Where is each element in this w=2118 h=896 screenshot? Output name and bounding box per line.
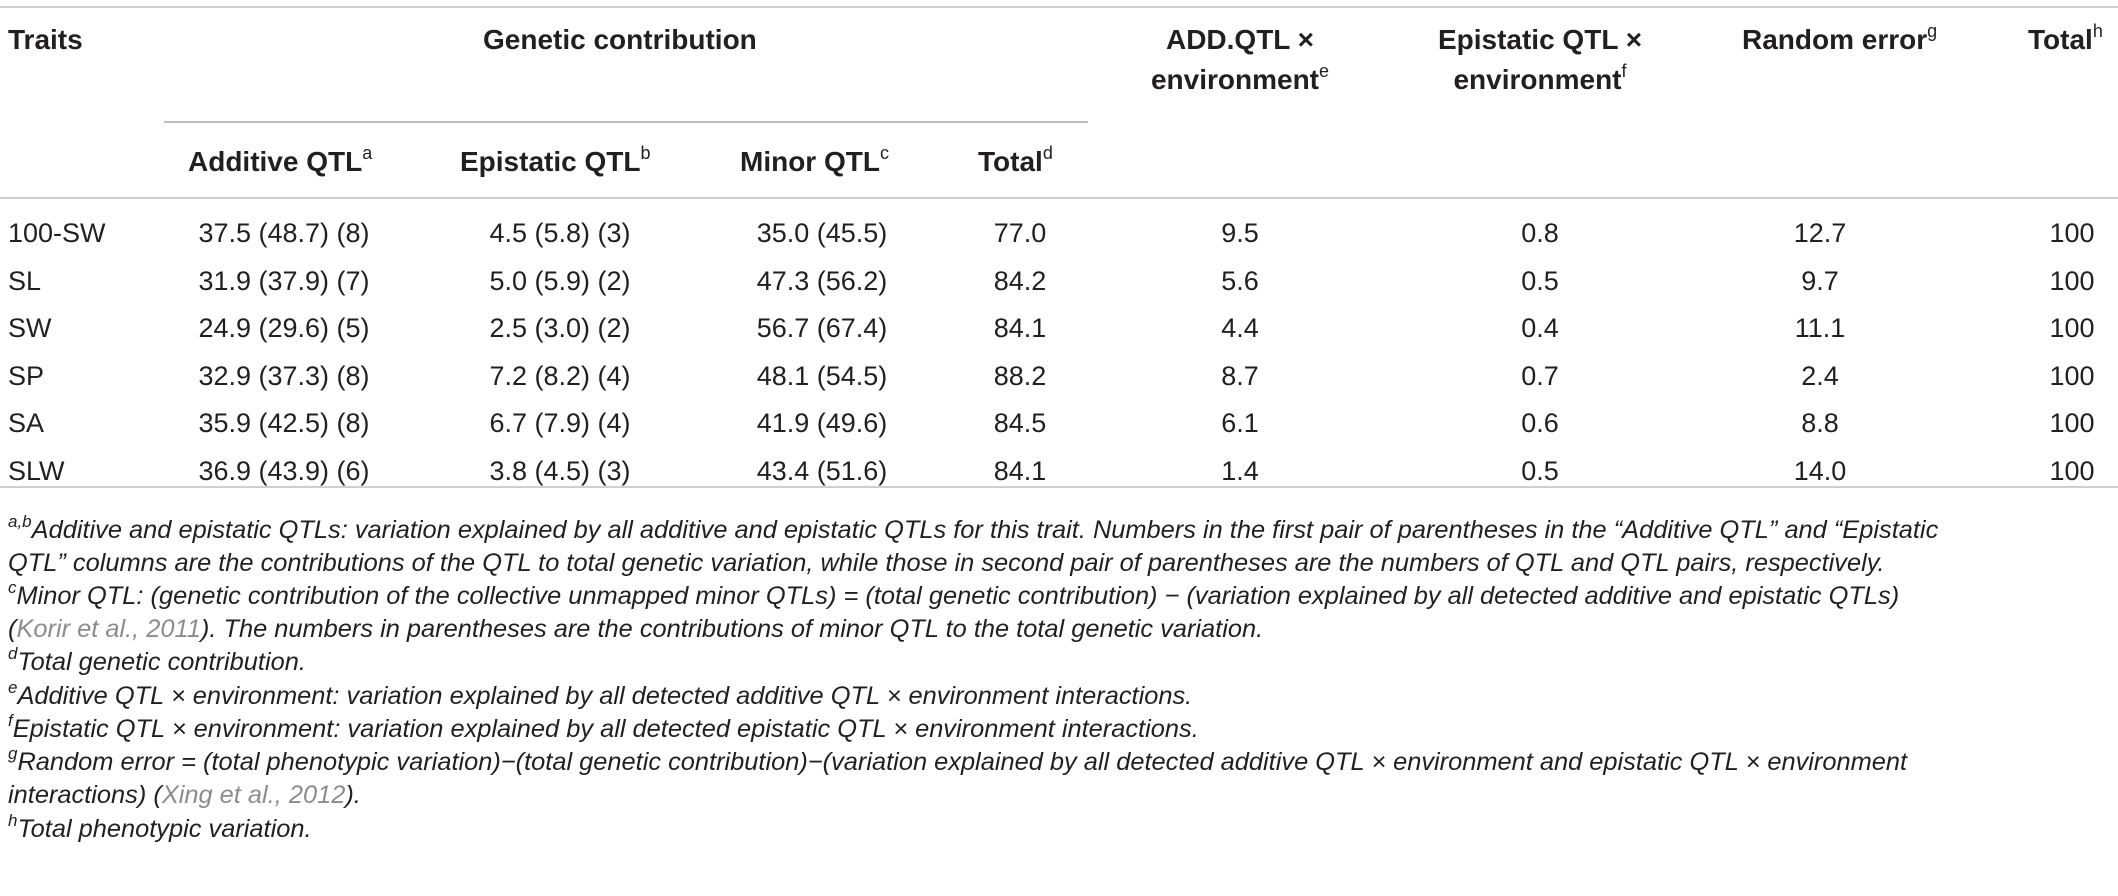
header-total: Totalh xyxy=(2028,20,2103,55)
header-traits: Traits xyxy=(8,24,83,55)
cell-additive: 35.9 (42.5) (8) xyxy=(198,408,370,438)
cell-minor: 41.9 (49.6) xyxy=(756,408,888,438)
cell-trait: 100-SW xyxy=(8,218,106,248)
cell-random-error: 14.0 xyxy=(1793,455,1847,486)
cell-total-gc: 84.1 xyxy=(993,455,1047,486)
cell-total: 100 xyxy=(2049,313,2095,343)
cell-epistatic: 6.7 (7.9) (4) xyxy=(489,408,631,438)
cell-total: 100 xyxy=(2049,218,2095,248)
footnote-h: hTotal phenotypic variation. xyxy=(8,810,312,843)
cell-total-gc: 84.5 xyxy=(993,408,1047,438)
header-epistatic-qtl: Epistatic QTLb xyxy=(460,142,651,177)
cell-epistatic: 2.5 (3.0) (2) xyxy=(489,313,631,343)
header-total-genetic: Totald xyxy=(978,142,1053,177)
cell-trait: SW xyxy=(8,313,52,343)
footnote-c-cont: (Korir et al., 2011). The numbers in par… xyxy=(8,615,1264,643)
footnote-f: fEpistatic QTL × environment: variation … xyxy=(8,710,1199,743)
cell-trait: SL xyxy=(8,265,42,296)
cell-total-gc: 84.1 xyxy=(993,313,1047,343)
cell-minor: 35.0 (45.5) xyxy=(756,218,888,248)
cell-additive: 31.9 (37.9) (7) xyxy=(198,265,370,296)
cell-epi-env: 0.5 xyxy=(1521,265,1559,296)
header-random-error: Random errorg xyxy=(1742,20,1938,55)
cell-minor: 56.7 (67.4) xyxy=(756,313,888,343)
cell-random-error: 8.8 xyxy=(1801,408,1839,438)
footnote-ab: a,bAdditive and epistatic QTLs: variatio… xyxy=(8,511,1939,544)
header-genetic-contribution: Genetic contribution xyxy=(483,24,757,55)
cell-epistatic: 7.2 (8.2) (4) xyxy=(489,360,631,391)
table-header-rule xyxy=(0,197,2118,199)
cell-add-env: 8.7 xyxy=(1221,360,1259,391)
cell-epi-env: 0.4 xyxy=(1521,313,1559,343)
cell-additive: 32.9 (37.3) (8) xyxy=(198,360,370,391)
citation-xing-link[interactable]: Xing et al., 2012 xyxy=(161,781,346,809)
cell-total-gc: 77.0 xyxy=(993,218,1047,248)
cell-epi-env: 0.5 xyxy=(1521,455,1559,486)
cell-minor: 43.4 (51.6) xyxy=(756,455,888,486)
cell-minor: 47.3 (56.2) xyxy=(756,265,888,296)
cell-total: 100 xyxy=(2049,360,2095,391)
cell-epi-env: 0.8 xyxy=(1521,218,1559,248)
cell-total-gc: 84.2 xyxy=(993,265,1047,296)
header-epistatic-qtl-environment: Epistatic QTL × environmentf xyxy=(1437,24,1643,95)
footnote-g: gRandom error = (total phenotypic variat… xyxy=(8,743,1908,776)
table-top-rule xyxy=(0,6,2118,8)
footnote-e: eAdditive QTL × environment: variation e… xyxy=(8,677,1193,710)
cell-add-env: 1.4 xyxy=(1221,455,1259,486)
header-additive-qtl: Additive QTLa xyxy=(188,142,373,177)
header-add-qtl-environment: ADD.QTL × environmente xyxy=(1150,24,1330,95)
cell-trait: SP xyxy=(8,360,45,391)
genetic-contribution-underline xyxy=(164,121,1088,123)
cell-total: 100 xyxy=(2049,408,2095,438)
cell-random-error: 11.1 xyxy=(1794,313,1846,343)
footnote-d: dTotal genetic contribution. xyxy=(8,643,306,676)
cell-add-env: 4.4 xyxy=(1221,313,1259,343)
header-minor-qtl: Minor QTLc xyxy=(740,142,889,177)
cell-random-error: 9.7 xyxy=(1801,265,1839,296)
cell-trait: SLW xyxy=(8,455,65,486)
cell-trait: SA xyxy=(8,408,45,438)
cell-total: 100 xyxy=(2049,455,2095,486)
footnote-ab-cont: QTL” columns are the contributions of th… xyxy=(8,549,1885,577)
cell-additive: 24.9 (29.6) (5) xyxy=(198,313,370,343)
cell-add-env: 6.1 xyxy=(1221,408,1259,438)
cell-add-env: 5.6 xyxy=(1221,265,1259,296)
cell-epi-env: 0.7 xyxy=(1521,360,1559,391)
cell-epistatic: 5.0 (5.9) (2) xyxy=(489,265,631,296)
cell-random-error: 2.4 xyxy=(1801,360,1839,391)
cell-total: 100 xyxy=(2049,265,2095,296)
cell-additive: 37.5 (48.7) (8) xyxy=(198,218,370,248)
cell-add-env: 9.5 xyxy=(1221,218,1259,248)
cell-total-gc: 88.2 xyxy=(993,360,1047,391)
cell-epistatic: 3.8 (4.5) (3) xyxy=(489,455,631,486)
cell-additive: 36.9 (43.9) (6) xyxy=(198,455,370,486)
cell-minor: 48.1 (54.5) xyxy=(756,360,888,391)
table-bottom-rule xyxy=(0,486,2118,488)
cell-random-error: 12.7 xyxy=(1793,218,1847,248)
footnote-c: cMinor QTL: (genetic contribution of the… xyxy=(8,577,1900,610)
footnote-g-cont: interactions) (Xing et al., 2012). xyxy=(8,781,361,809)
cell-epistatic: 4.5 (5.8) (3) xyxy=(489,218,631,248)
citation-korir-link[interactable]: Korir et al., 2011 xyxy=(16,615,201,643)
cell-epi-env: 0.6 xyxy=(1521,408,1559,438)
